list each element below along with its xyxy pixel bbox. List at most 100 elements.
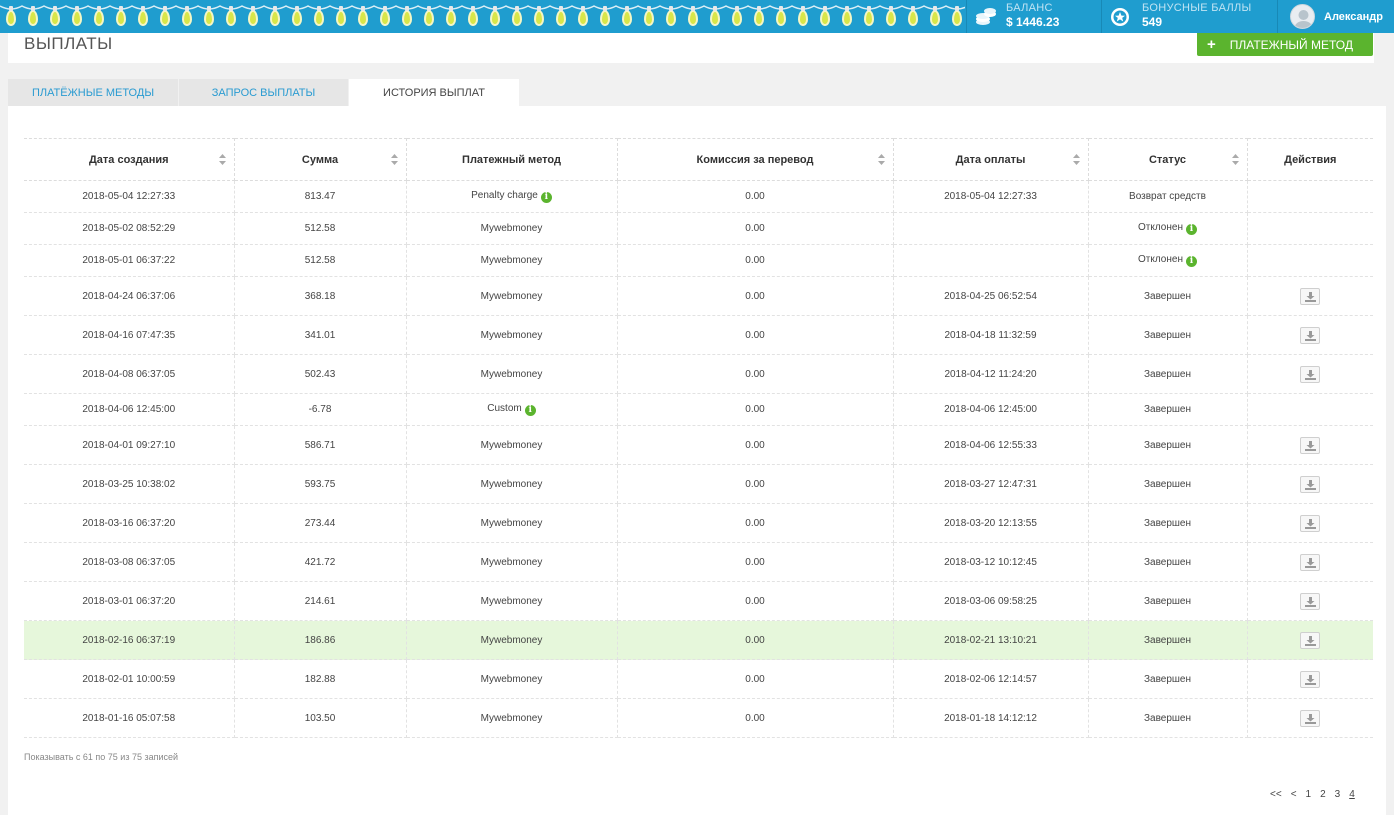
download-button[interactable]: [1300, 709, 1321, 727]
records-info: Показывать с 61 по 75 из 75 записей: [24, 752, 179, 762]
tab-payment-methods[interactable]: ПЛАТЁЖНЫЕ МЕТОДЫ: [8, 79, 178, 106]
cell-actions: [1246, 212, 1373, 245]
garland-bulb: [380, 6, 390, 26]
pager-page-1[interactable]: 1: [1305, 789, 1312, 800]
table-row: 2018-04-01 09:27:10 586.71 Mywebmoney 0.00 2…: [24, 425, 1373, 465]
cell-amount: 182.88: [233, 659, 407, 699]
garland-bulb: [424, 6, 434, 26]
garland-bulb: [842, 6, 852, 26]
cell-created: 2018-05-04 12:27:33: [24, 180, 235, 213]
download-button[interactable]: [1300, 670, 1321, 688]
column-header-fee[interactable]: Комиссия за перевод: [616, 138, 894, 181]
pager-page-4[interactable]: 4: [1349, 789, 1355, 800]
pager-first[interactable]: <<: [1270, 789, 1282, 800]
cell-status-text: Завершен: [1143, 368, 1192, 380]
cell-amount: 273.44: [233, 503, 407, 543]
cell-actions: [1246, 244, 1373, 277]
column-header-amount[interactable]: Сумма: [233, 138, 407, 181]
cell-paid: 2018-04-25 06:52:54: [892, 276, 1089, 316]
download-button[interactable]: [1300, 631, 1321, 649]
download-button[interactable]: [1300, 592, 1321, 610]
cell-method-text: Mywebmoney: [480, 368, 543, 380]
cell-status-text: Завершен: [1143, 634, 1192, 646]
info-icon[interactable]: i: [1185, 224, 1197, 235]
balance-value: $ 1446.23: [1006, 15, 1060, 29]
cell-actions: [1246, 180, 1373, 213]
table-row: 2018-01-16 05:07:58 103.50 Mywebmoney 0.00 2…: [24, 698, 1373, 738]
cell-status: Завершен: [1087, 354, 1248, 394]
cell-status: Завершен: [1087, 276, 1248, 316]
cell-status-text: Возврат средств: [1129, 191, 1206, 202]
cell-status: Завершен: [1087, 503, 1248, 543]
coins-icon: [976, 8, 996, 25]
column-header-paid[interactable]: Дата оплаты: [892, 138, 1089, 181]
add-payment-method-button[interactable]: + ПЛАТЕЖНЫЙ МЕТОД: [1197, 33, 1373, 56]
pager-page-3[interactable]: 3: [1334, 789, 1341, 800]
column-header-label: Платежный метод: [462, 153, 561, 166]
info-icon[interactable]: i: [524, 405, 536, 416]
download-button[interactable]: [1300, 365, 1321, 383]
cell-method-text: Mywebmoney: [480, 712, 543, 724]
cell-status-text: Завершен: [1143, 556, 1192, 568]
cell-created: 2018-04-08 06:37:05: [24, 354, 235, 394]
avatar[interactable]: [1290, 4, 1315, 29]
tab-payout-history[interactable]: ИСТОРИЯ ВЫПЛАТ: [349, 79, 519, 106]
info-icon[interactable]: i: [1185, 256, 1197, 267]
download-icon: [1305, 518, 1317, 529]
garland-bulb: [182, 6, 192, 26]
cell-method-text: Mywebmoney: [480, 478, 543, 490]
download-button[interactable]: [1300, 514, 1321, 532]
cell-created: 2018-05-02 08:52:29: [24, 212, 235, 245]
cell-created-text: 2018-05-02 08:52:29: [82, 223, 176, 234]
pager-page-2[interactable]: 2: [1320, 789, 1326, 800]
cell-method-text: Custom: [487, 403, 522, 414]
garland-bulb: [930, 6, 940, 26]
cell-method-text: Mywebmoney: [480, 255, 543, 266]
column-header-created[interactable]: Дата создания: [24, 138, 235, 181]
garland-bulb: [160, 6, 170, 26]
cell-created-text: 2018-04-06 12:45:00: [82, 404, 176, 415]
cell-method-text: Mywebmoney: [480, 595, 543, 607]
sort-icon[interactable]: [877, 154, 885, 165]
tab-payout-request[interactable]: ЗАПРОС ВЫПЛАТЫ: [179, 79, 348, 106]
download-button[interactable]: [1300, 553, 1321, 571]
info-icon[interactable]: i: [540, 192, 552, 203]
sort-icon[interactable]: [1231, 154, 1239, 165]
garland-bulb: [468, 6, 478, 26]
pager-prev[interactable]: <: [1290, 789, 1297, 800]
cell-amount: 586.71: [233, 425, 407, 465]
cell-method: Mywebmoney: [405, 315, 618, 355]
cell-fee: 0.00: [616, 425, 894, 465]
download-button[interactable]: [1300, 287, 1321, 305]
garland-bulb: [138, 6, 148, 26]
cell-fee-text: 0.00: [745, 439, 765, 451]
cell-paid-text: 2018-04-12 11:24:20: [944, 368, 1037, 380]
garland-bulb: [270, 6, 280, 26]
garland-bulb: [754, 6, 764, 26]
pagination: << < 1 2 3 4: [1270, 789, 1355, 800]
cell-created-text: 2018-03-16 06:37:20: [82, 517, 176, 529]
username[interactable]: Александр: [1324, 11, 1383, 23]
cell-amount-text: 186.86: [304, 634, 336, 646]
cell-paid: [892, 244, 1089, 277]
download-icon: [1305, 369, 1317, 380]
garland-bulb: [248, 6, 258, 26]
table-row: 2018-03-16 06:37:20 273.44 Mywebmoney 0.00 2…: [24, 503, 1373, 543]
garland-bulb: [644, 6, 654, 26]
cell-created: 2018-04-06 12:45:00: [24, 393, 235, 426]
garland-bulb: [204, 6, 214, 26]
sort-icon[interactable]: [218, 154, 226, 165]
download-icon: [1305, 291, 1317, 302]
page-header: ВЫПЛАТЫ + ПЛАТЕЖНЫЙ МЕТОД: [8, 33, 1374, 63]
sort-icon[interactable]: [1072, 154, 1080, 165]
garland-bulb: [358, 6, 368, 26]
download-button[interactable]: [1300, 475, 1321, 493]
cell-paid-text: 2018-03-20 12:13:55: [944, 517, 1037, 529]
cell-method: Mywebmoney: [405, 698, 618, 738]
garland-bulb: [732, 6, 742, 26]
download-button[interactable]: [1300, 436, 1321, 454]
download-button[interactable]: [1300, 326, 1321, 344]
sort-icon[interactable]: [390, 154, 398, 165]
garland-bulb: [688, 6, 698, 26]
column-header-status[interactable]: Статус: [1087, 138, 1248, 181]
